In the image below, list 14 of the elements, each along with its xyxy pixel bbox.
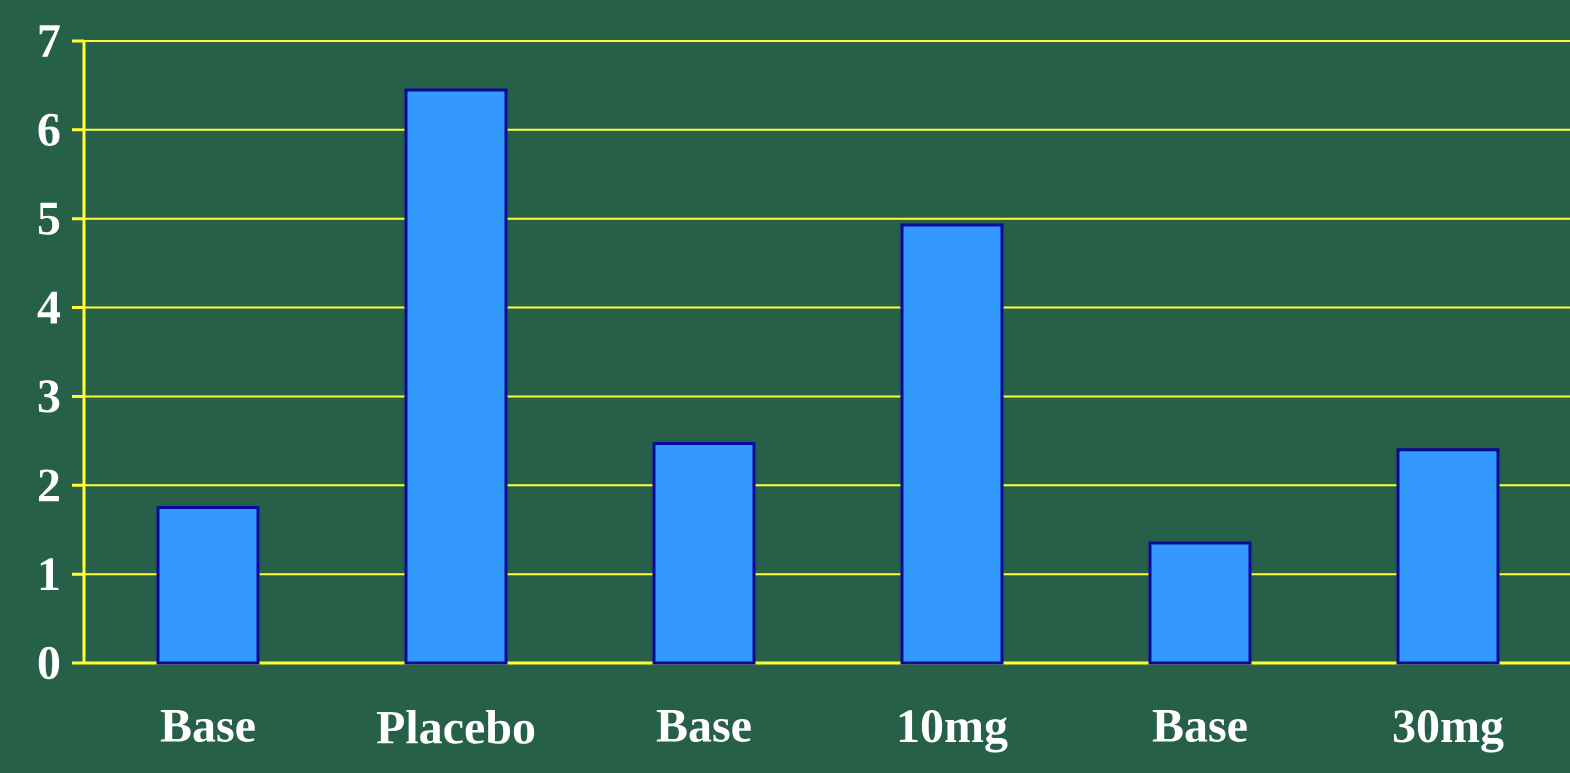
- x-tick-label: 10mg: [899, 710, 1008, 753]
- y-tick-label: 6: [38, 113, 60, 146]
- x-tick-label: Placebo: [376, 710, 535, 744]
- y-tick-label: 0: [38, 646, 60, 680]
- x-tick-label: 30mg: [1393, 710, 1504, 753]
- y-tick-label: 1: [40, 558, 59, 590]
- y-tick-label: 7: [39, 25, 60, 57]
- x-tick-label: Base: [160, 710, 255, 742]
- x-tick-label: Base: [1152, 710, 1247, 742]
- y-tick-label: 2: [38, 469, 59, 502]
- y-tick-label: 3: [38, 380, 60, 413]
- y-tick-label: 4: [37, 291, 61, 324]
- y-tick-label: 5: [38, 202, 60, 235]
- x-tick-label: Base: [656, 710, 751, 742]
